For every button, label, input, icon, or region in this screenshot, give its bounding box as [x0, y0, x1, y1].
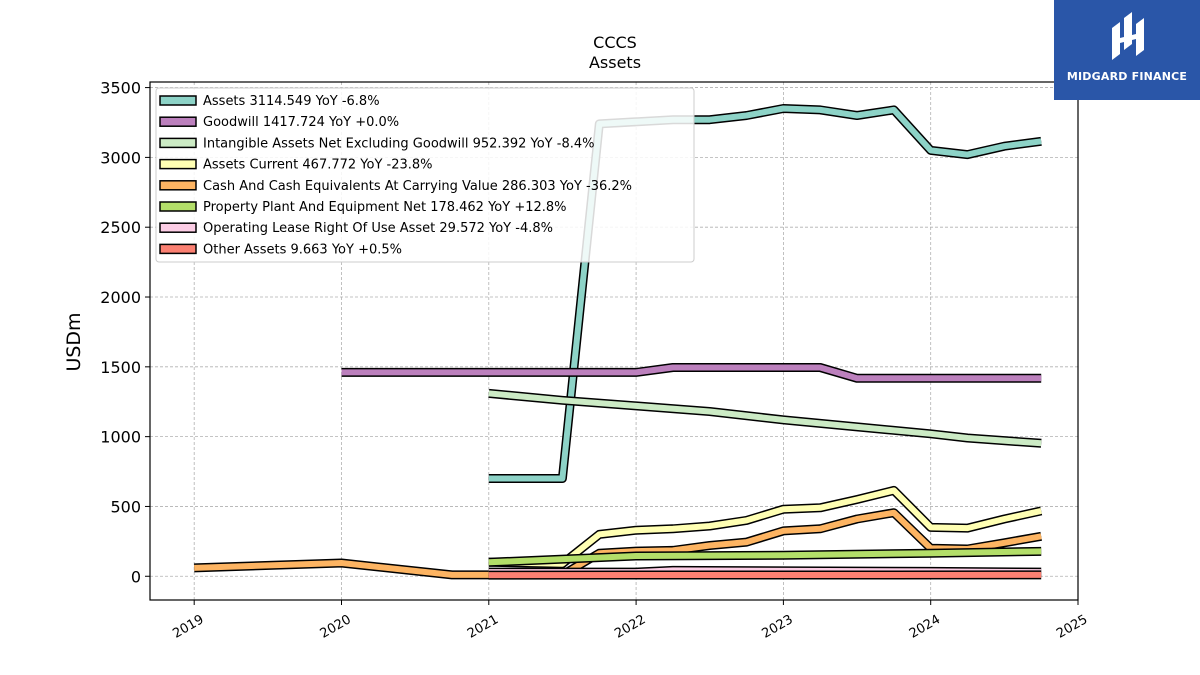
brand-name: MIDGARD FINANCE — [1066, 70, 1188, 83]
y-tick-label: 0 — [131, 567, 141, 586]
y-tick-label: 2500 — [100, 218, 141, 237]
chart-title: CCCS — [593, 33, 637, 52]
y-axis-ticks: 0 500 1000 1500 2000 2500 3000 3500 — [100, 79, 150, 586]
y-tick-label: 3000 — [100, 148, 141, 167]
legend-entry: Cash And Cash Equivalents At Carrying Va… — [203, 179, 632, 194]
legend-entry: Intangible Assets Net Excluding Goodwill… — [203, 136, 594, 151]
legend-swatch — [159, 201, 197, 212]
series-intangible-assets-net-excluding-goodwill — [488, 388, 1042, 448]
y-tick-label: 1500 — [100, 358, 141, 377]
x-tick-label: 2023 — [760, 612, 796, 642]
legend-swatch — [159, 180, 197, 191]
series-line — [488, 390, 1042, 447]
y-tick-label: 2000 — [100, 288, 141, 307]
legend-swatch — [159, 243, 197, 255]
x-tick-label: 2021 — [465, 612, 501, 642]
legend-entry: Property Plant And Equipment Net 178.462… — [203, 200, 567, 215]
legend-entry: Assets Current 467.772 YoY -23.8% — [203, 158, 433, 173]
x-axis-ticks: 2019 2020 2021 2022 2023 2024 2025 — [170, 600, 1090, 642]
y-tick-label: 3500 — [100, 79, 141, 98]
x-tick-label: 2025 — [1054, 612, 1090, 642]
x-tick-label: 2020 — [318, 612, 354, 642]
plot-frame — [149, 81, 1079, 601]
midgard-logo-icon — [1112, 12, 1144, 60]
series-property-plant-and-equipment-net — [488, 546, 1042, 567]
legend-swatch — [159, 222, 197, 233]
y-axis-label: USDm — [63, 312, 85, 371]
legend-entry: Assets 3114.549 YoY -6.8% — [203, 94, 380, 109]
legend: Assets 3114.549 YoY -6.8% Goodwill 1417.7… — [155, 87, 695, 263]
series-goodwill — [341, 363, 1042, 383]
legend-swatch — [159, 158, 197, 170]
legend-entry: Goodwill 1417.724 YoY +0.0% — [203, 115, 399, 130]
series-line — [341, 364, 1042, 382]
x-tick-label: 2022 — [612, 612, 648, 642]
series-cash-and-cash-equivalents-at-carrying-value — [194, 508, 1042, 580]
series-line — [194, 509, 1042, 578]
legend-swatch — [159, 116, 197, 127]
series-lines — [194, 104, 1043, 580]
series-assets-current — [488, 485, 1043, 569]
legend-swatch — [159, 95, 197, 106]
legend-entry: Operating Lease Right Of Use Asset 29.57… — [203, 221, 553, 236]
x-tick-label: 2024 — [907, 612, 943, 642]
x-tick-label: 2019 — [170, 612, 206, 642]
legend-box — [155, 87, 695, 263]
series-line — [488, 487, 1042, 567]
chart-subtitle: Assets — [589, 53, 641, 72]
legend-swatch — [159, 137, 197, 149]
brand-logo: MIDGARD FINANCE — [1054, 0, 1200, 100]
y-tick-label: 1000 — [100, 428, 141, 447]
series-line — [488, 548, 1042, 566]
legend-entry: Other Assets 9.663 YoY +0.5% — [203, 242, 402, 257]
y-tick-label: 500 — [110, 497, 141, 516]
